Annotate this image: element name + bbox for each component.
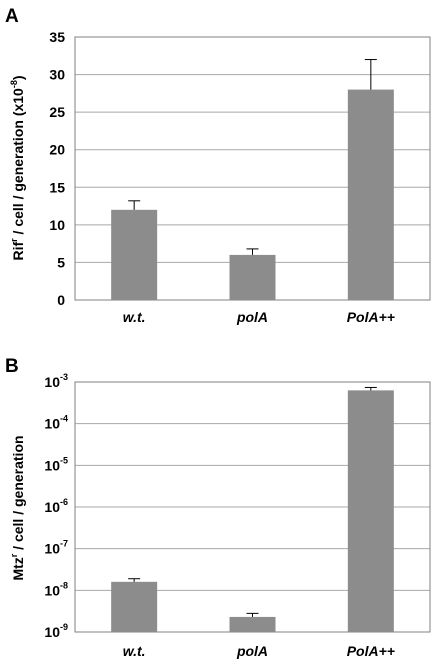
panel-a-bars: [111, 59, 394, 300]
panel-b-x-labels: w.t. polA PolA++: [123, 643, 395, 659]
panel-a-bar-0: [111, 209, 158, 300]
panel-a-bar-1: [229, 254, 276, 300]
panel-a-category-label: polA: [236, 309, 268, 325]
panel-b-category-label: PolA++: [347, 643, 395, 659]
panel-b-y-tick-label: 10-4: [44, 414, 68, 432]
panel-a-y-tick-label: 5: [57, 254, 65, 270]
panel-b-y-tick-label: 10-6: [44, 497, 68, 515]
panel-b-bar-1: [229, 616, 276, 632]
panel-b-bar-2: [347, 390, 394, 632]
panel-a-bar-2: [347, 89, 394, 300]
panel-a-y-tick-label: 35: [49, 29, 65, 45]
panel-a-x-labels: w.t. polA PolA++: [123, 309, 395, 325]
panel-a-y-tick-label: 25: [49, 104, 65, 120]
panel-b-y-ticks: 10-9 10-8 10-7 10-6 10-5 10-4 10-3: [44, 372, 68, 640]
panel-a-y-tick-label: 0: [57, 292, 65, 308]
panel-b-bars: [111, 386, 394, 632]
panel-b-bar-0: [111, 581, 158, 632]
panel-letter-a: A: [5, 6, 19, 27]
panel-a-y-tick-label: 10: [49, 217, 65, 233]
panel-letter-b: B: [5, 356, 19, 377]
panel-b-y-tick-label: 10-5: [44, 455, 68, 473]
panel-a-y-tick-label: 15: [49, 179, 65, 195]
panel-a-y-tick-label: 20: [49, 142, 65, 158]
panel-b-y-tick-label: 10-3: [44, 372, 68, 390]
panel-a-y-ticks: 0 5 10 15 20 25 30 35: [49, 29, 65, 308]
panel-a-y-tick-label: 30: [49, 67, 65, 83]
panel-a-category-label: w.t.: [123, 309, 146, 325]
panel-b-y-tick-label: 10-9: [44, 622, 68, 640]
panel-b-y-axis-title: Mtzr / cell / generation: [9, 435, 26, 580]
panel-b-y-tick-label: 10-8: [44, 580, 68, 598]
panel-a-category-label: PolA++: [347, 309, 395, 325]
panel-a-y-axis-title: Rifr / cell / generation (x10-8): [9, 75, 26, 260]
panel-a: A 0 5 10 15 20 25 30 35 w.t. polA PolA++ Rifr / c…: [5, 6, 431, 325]
panel-b: B 10-9 10-8 10-7 10-6 10-5 10-4 10-3 w.t. polA P…: [5, 356, 431, 659]
panel-b-y-tick-label: 10-7: [44, 539, 68, 557]
panel-b-category-label: w.t.: [123, 643, 146, 659]
panel-b-category-label: polA: [236, 643, 268, 659]
